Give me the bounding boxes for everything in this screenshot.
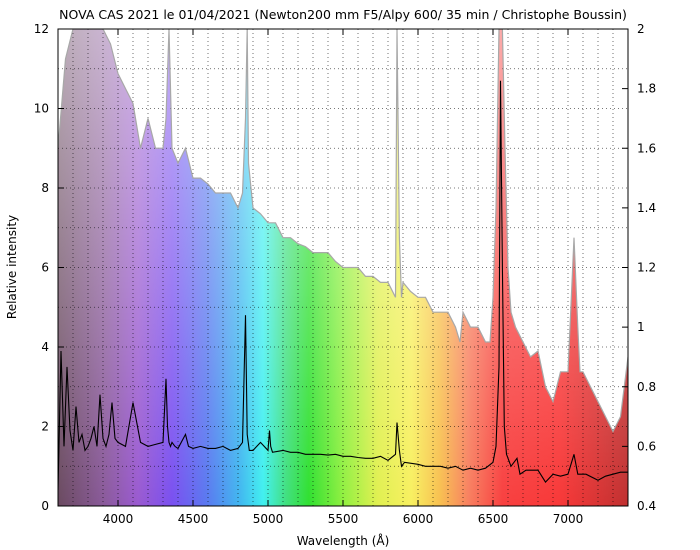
y-tick-label: 10 (34, 102, 49, 116)
y-axis-label: Relative intensity (5, 215, 19, 319)
y2-tick-label: 1.6 (637, 141, 656, 155)
series-right-axis-line (58, 29, 628, 433)
y-tick-label: 6 (41, 261, 49, 275)
x-axis: 4000 4500 5000 5500 6000 6500 7000 (103, 29, 584, 526)
y-tick-label: 12 (34, 22, 49, 36)
y2-tick-label: 1 (637, 320, 645, 334)
series-left-axis-line (58, 80, 628, 491)
y-tick-label: 8 (41, 181, 49, 195)
y-axis-left: 0 2 4 6 8 10 12 (34, 22, 64, 513)
x-tick-label: 4000 (103, 512, 134, 526)
y-tick-label: 4 (41, 340, 49, 354)
y2-tick-label: 0.4 (637, 499, 656, 513)
x-axis-label: Wavelength (Å) (297, 533, 390, 548)
x-tick-label: 6500 (478, 512, 509, 526)
y-axis-right: 0.4 0.6 0.8 1 1.2 1.4 1.6 1.8 2 (622, 22, 656, 513)
y-tick-label: 2 (41, 420, 49, 434)
y-tick-label: 0 (41, 499, 49, 513)
x-tick-label: 5000 (253, 512, 284, 526)
y2-tick-label: 0.8 (637, 380, 656, 394)
y2-tick-label: 2 (637, 22, 645, 36)
y2-tick-label: 1.8 (637, 82, 656, 96)
x-tick-label: 5500 (328, 512, 359, 526)
y2-tick-label: 1.2 (637, 261, 656, 275)
x-tick-label: 6000 (403, 512, 434, 526)
x-tick-label: 7000 (553, 512, 584, 526)
x-tick-label: 4500 (178, 512, 209, 526)
y2-tick-label: 0.6 (637, 439, 656, 453)
chart-title: NOVA CAS 2021 le 01/04/2021 (Newton200 m… (59, 7, 627, 22)
y2-tick-label: 1.4 (637, 201, 656, 215)
